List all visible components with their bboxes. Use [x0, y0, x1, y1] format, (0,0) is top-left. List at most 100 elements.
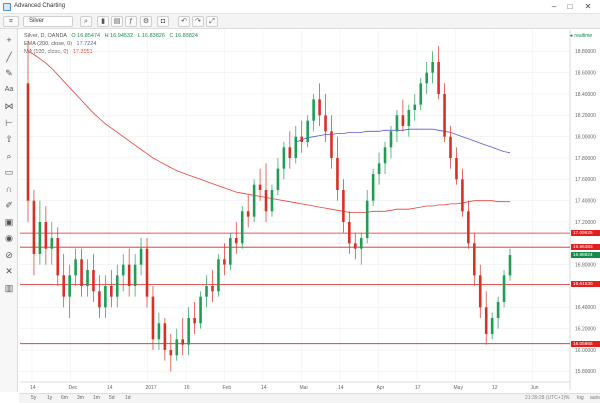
price-tick-label: 16.80000	[575, 262, 596, 268]
candle-body	[336, 158, 339, 190]
lock-icon[interactable]: ▣	[4, 216, 14, 227]
redo-button[interactable]: ↷	[192, 16, 204, 27]
trash-icon[interactable]: ▥	[4, 282, 14, 293]
price-tick-label: 15.80000	[575, 369, 596, 375]
axis-toggle-log[interactable]: log	[577, 395, 584, 401]
price-tag: 16.61530	[571, 281, 600, 288]
range-button-1y[interactable]: 1y	[47, 395, 53, 401]
compare-button[interactable]: ▤	[111, 16, 123, 27]
candle-body	[377, 163, 381, 174]
legend-low: L 16.83826	[137, 33, 165, 39]
window-titlebar: Advanced Charting – □ ✕	[0, 0, 600, 14]
candle-body	[478, 275, 482, 308]
price-tick-label: 18.60000	[575, 70, 596, 76]
chart-legend: Silver, D, OANDA O 16.85474 H 16.94532 L…	[24, 32, 198, 56]
range-button-1m[interactable]: 1m	[93, 395, 100, 401]
candle-body	[50, 238, 54, 249]
measure-tool-icon[interactable]: ⊢	[5, 117, 13, 128]
search-button[interactable]: ⌕	[80, 16, 92, 27]
candle-body	[294, 136, 298, 158]
candle-body	[157, 323, 161, 340]
axis-toggle-percent[interactable]: %	[565, 395, 570, 401]
arrow-up-tool-icon[interactable]: ⇧	[5, 134, 13, 144]
range-button-3m[interactable]: 3m	[77, 395, 84, 401]
zoom-tool-icon[interactable]: ⌕	[6, 150, 12, 161]
fullscreen-button[interactable]: ⤢	[206, 16, 218, 27]
candle-body	[467, 211, 470, 244]
candle-body	[252, 184, 256, 217]
candle-body	[86, 270, 89, 286]
time-tick-label: 14	[338, 385, 344, 391]
candle-body	[104, 286, 107, 308]
candle-body	[413, 104, 417, 110]
legend-sma-value: 17.3951	[72, 49, 93, 55]
candle-body	[74, 259, 77, 276]
candle-body	[193, 318, 196, 324]
undo-button[interactable]: ↶	[178, 16, 190, 27]
bottom-range-bar: 21:39:28 (UTC+1) 5y 1y 6m 3m 1m 5d 1d% log auto	[19, 393, 600, 403]
candle-body	[443, 94, 446, 137]
candle-body	[484, 307, 488, 334]
eye-icon[interactable]: ◉	[5, 233, 13, 243]
candle-body	[300, 136, 304, 142]
axis-toggle-auto[interactable]: auto	[590, 395, 600, 401]
symbol-search-input[interactable]: Silver	[23, 16, 73, 27]
moving-average-line	[27, 50, 510, 213]
candle-body	[264, 190, 268, 212]
window-title: Advanced Charting	[14, 3, 66, 9]
candle-body	[32, 200, 36, 254]
candle-body	[151, 296, 155, 340]
time-tick-label: Mar	[300, 385, 309, 391]
magnet-tool-icon[interactable]: ∩	[5, 183, 13, 194]
range-button-5d[interactable]: 5d	[109, 395, 115, 401]
candle-body	[115, 275, 119, 297]
candle-body	[44, 222, 48, 249]
candle-body	[205, 286, 208, 297]
candle-body	[139, 248, 143, 265]
maximize-icon[interactable]: □	[567, 2, 573, 11]
candle-body	[229, 238, 232, 265]
candle-body	[211, 286, 214, 292]
candle-body	[431, 62, 434, 73]
camera-button[interactable]: ◘	[157, 16, 169, 27]
price-tick-label: 18.00000	[575, 134, 596, 140]
text-tool-icon[interactable]: Aa	[4, 85, 14, 93]
settings-button[interactable]: ⚙	[140, 16, 152, 27]
candle-body	[276, 168, 280, 190]
trendline-tool-icon[interactable]: ╱	[6, 51, 12, 62]
candle-body	[324, 115, 327, 132]
server-time: 21:39:28 (UTC+1)	[525, 395, 566, 401]
candle-body	[419, 83, 423, 105]
candle-body	[169, 350, 173, 356]
link-icon[interactable]: ⊘	[5, 249, 13, 260]
minimize-icon[interactable]: –	[551, 2, 557, 11]
candle-body	[365, 200, 369, 238]
brush-tool-icon[interactable]: ✎	[5, 68, 13, 78]
range-button-6m[interactable]: 6m	[61, 395, 68, 401]
indicators-button[interactable]: ƒ	[125, 16, 137, 27]
legend-ema-row[interactable]: EMA (200, close, 0) 17.7224	[24, 40, 198, 48]
candle-body	[359, 238, 363, 249]
crosshair-tool-icon[interactable]: +	[6, 35, 12, 45]
hide-icon[interactable]: ✕	[5, 266, 13, 276]
range-button-1d[interactable]: 1d	[125, 395, 131, 401]
candle-body	[80, 259, 83, 286]
time-tick-label: 16	[184, 385, 190, 391]
candle-body	[312, 99, 315, 121]
legend-symbol: Silver, D, OANDA	[24, 33, 67, 39]
candle-body	[270, 190, 274, 212]
chart-type-button[interactable]: ▮	[97, 16, 109, 27]
symbol-menu-icon[interactable]: ⌗	[3, 16, 19, 27]
ruler-tool-icon[interactable]: ▭	[4, 167, 14, 177]
range-button-5y[interactable]: 5y	[31, 395, 37, 401]
candle-body	[121, 264, 125, 276]
legend-open: O 16.85474	[71, 33, 101, 39]
close-icon[interactable]: ✕	[584, 2, 592, 11]
price-tick-label: 17.20000	[575, 220, 596, 226]
pattern-tool-icon[interactable]: ⋈	[4, 101, 14, 111]
legend-sma-row[interactable]: MA (100, close, 0) 17.3951	[24, 48, 198, 56]
pencil-lock-icon[interactable]: ✐	[5, 200, 13, 210]
time-tick-label: 17	[415, 385, 421, 391]
symbol-label: Silver	[29, 18, 45, 24]
